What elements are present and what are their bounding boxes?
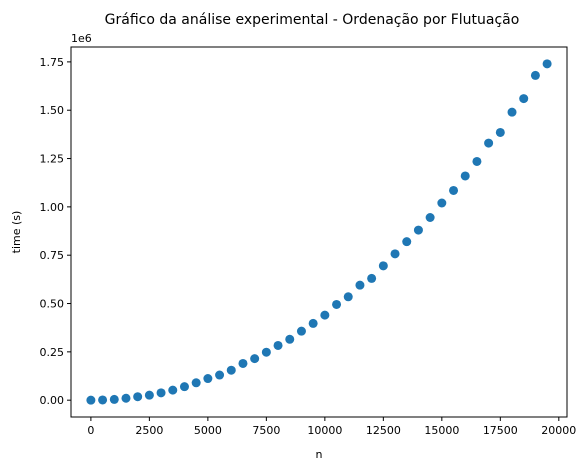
data-point	[355, 280, 365, 290]
x-tick-label: 0	[87, 424, 94, 437]
data-point	[437, 198, 447, 208]
x-tick-label: 7500	[252, 424, 280, 437]
data-point	[449, 185, 459, 195]
data-point	[402, 237, 412, 247]
data-point	[425, 213, 435, 223]
data-point	[530, 70, 540, 80]
x-tick-label: 17500	[483, 424, 518, 437]
data-point	[378, 261, 388, 271]
data-point	[296, 326, 306, 336]
y-axis-label: time (s)	[10, 211, 23, 254]
chart-title: Gráfico da análise experimental - Ordena…	[105, 12, 520, 28]
data-point	[168, 385, 178, 395]
data-point	[144, 390, 154, 400]
data-point	[109, 394, 119, 404]
data-point	[320, 310, 330, 320]
y-tick-label: 0.50	[40, 298, 65, 311]
data-point	[413, 225, 423, 235]
data-point	[367, 273, 377, 283]
y-tick-label: 0.25	[40, 346, 65, 359]
data-point	[472, 156, 482, 166]
y-tick-label: 1.75	[40, 56, 65, 69]
data-point	[390, 249, 400, 259]
data-point	[343, 292, 353, 302]
x-axis-label: n	[316, 448, 323, 461]
x-tick-label: 5000	[194, 424, 222, 437]
data-point	[332, 299, 342, 309]
data-point	[238, 358, 248, 368]
data-point	[98, 395, 108, 405]
x-tick-label: 2500	[135, 424, 163, 437]
data-point	[308, 318, 318, 328]
data-point	[542, 59, 552, 69]
y-tick-label: 0.75	[40, 249, 65, 262]
data-point	[121, 393, 131, 403]
data-point	[495, 127, 505, 137]
x-axis-ticks: 0 2500 5000 7500 10000 12500 15000 17500 20000	[87, 417, 576, 437]
data-point	[519, 94, 529, 104]
data-point	[215, 370, 225, 380]
data-point	[273, 340, 283, 350]
data-point	[484, 138, 494, 148]
data-point	[156, 388, 166, 398]
data-point	[226, 365, 236, 375]
data-point	[507, 107, 517, 117]
data-point	[191, 378, 201, 388]
y-tick-label: 1.50	[40, 104, 65, 117]
x-tick-label: 12500	[366, 424, 401, 437]
data-point	[86, 395, 96, 405]
data-point	[460, 171, 470, 181]
data-point	[133, 392, 143, 402]
y-tick-label: 1.00	[40, 201, 65, 214]
y-axis-ticks: 0.00 0.25 0.50 0.75 1.00 1.25 1.50 1.75	[40, 56, 71, 407]
data-point	[250, 354, 260, 364]
plot-frame	[70, 46, 568, 418]
x-tick-label: 10000	[307, 424, 342, 437]
y-tick-label: 0.00	[40, 394, 65, 407]
y-axis-offset-label: 1e6	[71, 32, 92, 45]
data-points	[86, 59, 552, 405]
data-point	[261, 347, 271, 357]
data-point	[179, 382, 189, 392]
x-tick-label: 20000	[541, 424, 576, 437]
x-tick-label: 15000	[424, 424, 459, 437]
y-tick-label: 1.25	[40, 153, 65, 166]
data-point	[203, 374, 213, 384]
data-point	[285, 334, 295, 344]
